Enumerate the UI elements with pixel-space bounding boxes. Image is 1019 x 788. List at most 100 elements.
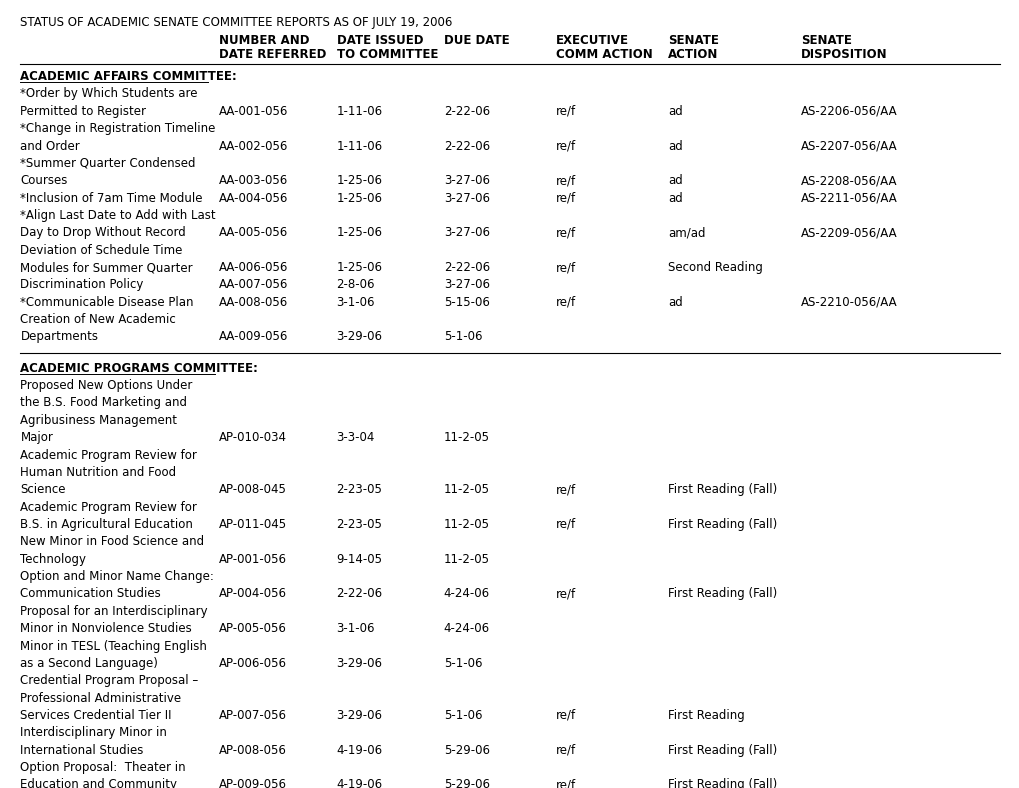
Text: 4-24-06: 4-24-06: [443, 623, 489, 635]
Text: 2-22-06: 2-22-06: [336, 587, 382, 600]
Text: AA-007-056: AA-007-056: [219, 278, 288, 292]
Text: AS-2209-056/AA: AS-2209-056/AA: [800, 226, 897, 240]
Text: 3-27-06: 3-27-06: [443, 278, 489, 292]
Text: re/f: re/f: [555, 779, 576, 788]
Text: DATE ISSUED: DATE ISSUED: [336, 34, 423, 47]
Text: Services Credential Tier II: Services Credential Tier II: [20, 709, 172, 722]
Text: Academic Program Review for: Academic Program Review for: [20, 448, 197, 462]
Text: as a Second Language): as a Second Language): [20, 657, 158, 670]
Text: 5-1-06: 5-1-06: [443, 330, 482, 344]
Text: STATUS OF ACADEMIC SENATE COMMITTEE REPORTS AS OF JULY 19, 2006: STATUS OF ACADEMIC SENATE COMMITTEE REPO…: [20, 16, 452, 28]
Text: Second Reading: Second Reading: [667, 261, 762, 274]
Text: AS-2210-056/AA: AS-2210-056/AA: [800, 296, 897, 309]
Text: International Studies: International Studies: [20, 744, 144, 756]
Text: re/f: re/f: [555, 518, 576, 531]
Text: Modules for Summer Quarter: Modules for Summer Quarter: [20, 261, 193, 274]
Text: 3-3-04: 3-3-04: [336, 431, 375, 444]
Text: B.S. in Agricultural Education: B.S. in Agricultural Education: [20, 518, 193, 531]
Text: Human Nutrition and Food: Human Nutrition and Food: [20, 466, 176, 479]
Text: 2-22-06: 2-22-06: [443, 105, 489, 117]
Text: Academic Program Review for: Academic Program Review for: [20, 500, 197, 514]
Text: 5-29-06: 5-29-06: [443, 744, 489, 756]
Text: Science: Science: [20, 483, 66, 496]
Text: re/f: re/f: [555, 191, 576, 205]
Text: Departments: Departments: [20, 330, 98, 344]
Text: COMM ACTION: COMM ACTION: [555, 48, 652, 61]
Text: DISPOSITION: DISPOSITION: [800, 48, 887, 61]
Text: 11-2-05: 11-2-05: [443, 552, 489, 566]
Text: Communication Studies: Communication Studies: [20, 587, 161, 600]
Text: 11-2-05: 11-2-05: [443, 518, 489, 531]
Text: re/f: re/f: [555, 744, 576, 756]
Text: *Inclusion of 7am Time Module: *Inclusion of 7am Time Module: [20, 191, 203, 205]
Text: ad: ad: [667, 191, 682, 205]
Text: 2-22-06: 2-22-06: [443, 261, 489, 274]
Text: SENATE: SENATE: [667, 34, 718, 47]
Text: 1-25-06: 1-25-06: [336, 191, 382, 205]
Text: ad: ad: [667, 296, 682, 309]
Text: Professional Administrative: Professional Administrative: [20, 692, 181, 704]
Text: *Align Last Date to Add with Last: *Align Last Date to Add with Last: [20, 209, 216, 222]
Text: AA-008-056: AA-008-056: [219, 296, 288, 309]
Text: AP-005-056: AP-005-056: [219, 623, 287, 635]
Text: AP-009-056: AP-009-056: [219, 779, 287, 788]
Text: Education and Community: Education and Community: [20, 779, 177, 788]
Text: New Minor in Food Science and: New Minor in Food Science and: [20, 535, 205, 548]
Text: the B.S. Food Marketing and: the B.S. Food Marketing and: [20, 396, 187, 410]
Text: 3-27-06: 3-27-06: [443, 226, 489, 240]
Text: 4-24-06: 4-24-06: [443, 587, 489, 600]
Text: Permitted to Register: Permitted to Register: [20, 105, 147, 117]
Text: Technology: Technology: [20, 552, 87, 566]
Text: re/f: re/f: [555, 483, 576, 496]
Text: *Order by Which Students are: *Order by Which Students are: [20, 87, 198, 100]
Text: Major: Major: [20, 431, 53, 444]
Text: First Reading (Fall): First Reading (Fall): [667, 587, 776, 600]
Text: 5-29-06: 5-29-06: [443, 779, 489, 788]
Text: Proposal for an Interdisciplinary: Proposal for an Interdisciplinary: [20, 604, 208, 618]
Text: Deviation of Schedule Time: Deviation of Schedule Time: [20, 243, 182, 257]
Text: Agribusiness Management: Agribusiness Management: [20, 414, 177, 427]
Text: AP-010-034: AP-010-034: [219, 431, 287, 444]
Text: NUMBER AND: NUMBER AND: [219, 34, 310, 47]
Text: 1-25-06: 1-25-06: [336, 261, 382, 274]
Text: ACADEMIC PROGRAMS COMMITTEE:: ACADEMIC PROGRAMS COMMITTEE:: [20, 362, 258, 375]
Text: AP-006-056: AP-006-056: [219, 657, 287, 670]
Text: Minor in TESL (Teaching English: Minor in TESL (Teaching English: [20, 640, 207, 652]
Text: re/f: re/f: [555, 174, 576, 188]
Text: re/f: re/f: [555, 139, 576, 153]
Text: 5-1-06: 5-1-06: [443, 709, 482, 722]
Text: DATE REFERRED: DATE REFERRED: [219, 48, 326, 61]
Text: AS-2207-056/AA: AS-2207-056/AA: [800, 139, 897, 153]
Text: 1-11-06: 1-11-06: [336, 105, 382, 117]
Text: First Reading: First Reading: [667, 709, 744, 722]
Text: 2-23-05: 2-23-05: [336, 483, 382, 496]
Text: 4-19-06: 4-19-06: [336, 744, 382, 756]
Text: First Reading (Fall): First Reading (Fall): [667, 744, 776, 756]
Text: Option Proposal:  Theater in: Option Proposal: Theater in: [20, 761, 185, 774]
Text: Proposed New Options Under: Proposed New Options Under: [20, 379, 193, 392]
Text: AP-011-045: AP-011-045: [219, 518, 287, 531]
Text: AA-005-056: AA-005-056: [219, 226, 288, 240]
Text: AA-002-056: AA-002-056: [219, 139, 288, 153]
Text: Minor in Nonviolence Studies: Minor in Nonviolence Studies: [20, 623, 192, 635]
Text: AS-2206-056/AA: AS-2206-056/AA: [800, 105, 897, 117]
Text: ad: ad: [667, 139, 682, 153]
Text: ACTION: ACTION: [667, 48, 717, 61]
Text: Discrimination Policy: Discrimination Policy: [20, 278, 144, 292]
Text: 1-11-06: 1-11-06: [336, 139, 382, 153]
Text: re/f: re/f: [555, 226, 576, 240]
Text: *Communicable Disease Plan: *Communicable Disease Plan: [20, 296, 194, 309]
Text: Credential Program Proposal –: Credential Program Proposal –: [20, 675, 199, 687]
Text: Interdisciplinary Minor in: Interdisciplinary Minor in: [20, 727, 167, 739]
Text: 3-1-06: 3-1-06: [336, 296, 375, 309]
Text: 3-1-06: 3-1-06: [336, 623, 375, 635]
Text: *Change in Registration Timeline: *Change in Registration Timeline: [20, 122, 216, 136]
Text: Option and Minor Name Change:: Option and Minor Name Change:: [20, 570, 214, 583]
Text: 11-2-05: 11-2-05: [443, 483, 489, 496]
Text: AA-001-056: AA-001-056: [219, 105, 288, 117]
Text: ad: ad: [667, 174, 682, 188]
Text: 3-29-06: 3-29-06: [336, 330, 382, 344]
Text: 5-15-06: 5-15-06: [443, 296, 489, 309]
Text: 2-22-06: 2-22-06: [443, 139, 489, 153]
Text: AS-2208-056/AA: AS-2208-056/AA: [800, 174, 897, 188]
